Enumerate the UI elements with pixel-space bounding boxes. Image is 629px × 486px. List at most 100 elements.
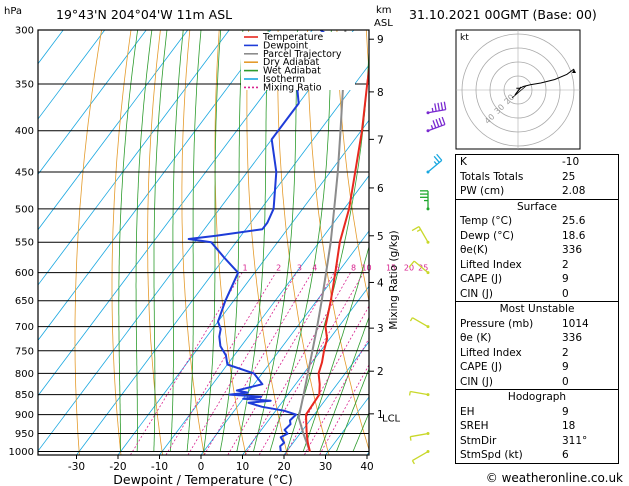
- pressure-axis: 300 350 400 450 500 550 600 650 700 750 800 850 900 9…: [9, 26, 34, 459]
- x-tick-label: 0: [198, 461, 205, 473]
- pressure-tick-label: 600: [15, 268, 34, 279]
- most-unstable-block: Most Unstable Pressure (mb) 1014 θe (K) 33…: [455, 302, 619, 390]
- index-row-pw: PW (cm) 2.08: [456, 184, 618, 199]
- wind-barbs: [408, 101, 447, 465]
- wind-barb-flag: [443, 101, 447, 110]
- hodo-label: EH: [460, 405, 475, 418]
- wind-barb-flag: [433, 161, 438, 165]
- surface-value: 336: [562, 244, 583, 256]
- x-tick-label: -10: [151, 461, 168, 473]
- x-tick-label: 10: [236, 461, 249, 473]
- wind-barb-flag: [430, 125, 434, 130]
- index-value: -10: [562, 156, 580, 168]
- wind-barb-flag: [411, 460, 415, 465]
- hodograph-arrow: [572, 69, 576, 73]
- wind-barb-staff: [410, 432, 429, 438]
- isotherm-line: [38, 30, 147, 175]
- legend-entry: Mixing Ratio: [263, 82, 322, 93]
- mu-value: 0: [562, 375, 569, 388]
- wet-adiabat-line: [170, 30, 184, 452]
- mixing-ratio-line: [258, 272, 364, 455]
- wind-barb-base: [426, 432, 430, 436]
- temperature-line: [305, 63, 369, 452]
- mu-label: Lifted Index: [460, 346, 522, 359]
- mu-row: Lifted Index 2: [456, 346, 618, 361]
- surface-row: CAPE (J) 9: [456, 272, 618, 287]
- surface-block: Surface Temp (°C) 25.6 Dewp (°C) 18.6 θe(K…: [455, 199, 619, 302]
- mixing-ratio-line: [165, 272, 277, 455]
- wind-barb-flag: [433, 155, 440, 163]
- lcl-label: LCL: [382, 414, 401, 425]
- isotherm-line: [38, 30, 189, 231]
- surface-value: 9: [562, 273, 569, 285]
- surface-title: Surface: [516, 200, 557, 213]
- wet-adiabat-line: [269, 30, 332, 452]
- isotherm-line: [283, 341, 369, 455]
- mu-row: CIN (J) 0: [456, 375, 618, 390]
- mu-label: θe (K): [460, 332, 492, 344]
- x-tick-label: 30: [319, 461, 332, 473]
- indices-table: K -10 Totals Totals 25 PW (cm) 2.08 Surface…: [455, 154, 619, 464]
- pressure-tick-label: 300: [15, 26, 34, 37]
- wet-adiabat-line: [203, 30, 222, 452]
- x-tick-label: 20: [277, 461, 290, 473]
- mixing-ratio-line: [284, 305, 369, 455]
- wind-barb-flag: [435, 119, 440, 128]
- dewpoint-line: [187, 30, 338, 452]
- dry-adiabat-line: [74, 30, 103, 455]
- wind-barb-flag: [432, 120, 437, 129]
- pressure-tick-label: 1000: [9, 447, 34, 458]
- hodo-label: StmSpd (kt): [460, 449, 523, 461]
- hodograph-block: Hodograph EH 9 SREH 18 StmDir 311° StmSpd (…: [455, 390, 619, 464]
- x-tick-label: -20: [109, 461, 126, 473]
- hodo-row: StmSpd (kt) 6: [456, 448, 618, 463]
- most-unstable-title: Most Unstable: [499, 303, 575, 315]
- hodograph-title: Hodograph: [507, 391, 567, 403]
- wind-barb-flag: [434, 103, 437, 112]
- wind-barb-flag: [436, 153, 443, 161]
- wind-barb-flag: [409, 317, 413, 322]
- mixing-ratio-line: [129, 272, 243, 455]
- x-axis-title: Dewpoint / Temperature (°C): [113, 472, 292, 486]
- wind-barb-flag: [408, 260, 415, 268]
- plot-frame: [37, 29, 370, 456]
- surface-row: Dewp (°C) 18.6: [456, 229, 618, 244]
- mu-label: CAPE (J): [460, 361, 503, 373]
- mixing-ratio-label: 3: [297, 264, 302, 273]
- mixing-ratio-label: 2: [276, 264, 281, 273]
- index-value: 2.08: [562, 185, 586, 197]
- pressure-unit-label: hPa: [4, 6, 22, 17]
- wet-adiabat-line: [186, 30, 202, 452]
- pressure-tick-label: 550: [15, 238, 34, 249]
- wind-barb-staff: [412, 317, 429, 328]
- surface-row: θe(K) 336: [456, 243, 618, 258]
- pressure-tick-label: 700: [15, 322, 34, 333]
- wet-adiabat-line: [135, 30, 153, 452]
- sounding-profiles: [187, 30, 369, 452]
- isotherm-line: [38, 30, 230, 286]
- wind-barb-base: [426, 111, 430, 115]
- pressure-tick-label: 800: [15, 369, 34, 380]
- mixing-ratio-line: [227, 272, 335, 455]
- hodograph-unit-label: kt: [460, 33, 469, 43]
- wind-barb-staff: [418, 226, 429, 243]
- surface-value: 25.6: [562, 215, 586, 227]
- surface-label: θe(K): [460, 244, 488, 256]
- hodograph-storm-vector: [511, 85, 527, 99]
- surface-row: Temp (°C) 25.6: [456, 214, 618, 229]
- indices-top-block: K -10 Totals Totals 25 PW (cm) 2.08: [455, 154, 619, 200]
- wind-barb-base: [426, 393, 430, 397]
- mixing-ratio-line: [203, 272, 313, 455]
- pressure-tick-label: 850: [15, 390, 34, 401]
- legend-entry: Wet Adiabat: [263, 66, 321, 77]
- hodo-value: 6: [562, 449, 569, 461]
- wet-adiabat-line: [302, 245, 369, 452]
- wet-adiabat-line: [336, 367, 369, 452]
- mu-value: 1014: [562, 317, 589, 330]
- hodograph-mean-wind: [514, 86, 522, 96]
- hodo-value: 18: [562, 420, 576, 432]
- isotherm-line: [117, 119, 369, 455]
- km-tick-label: 3: [377, 323, 384, 335]
